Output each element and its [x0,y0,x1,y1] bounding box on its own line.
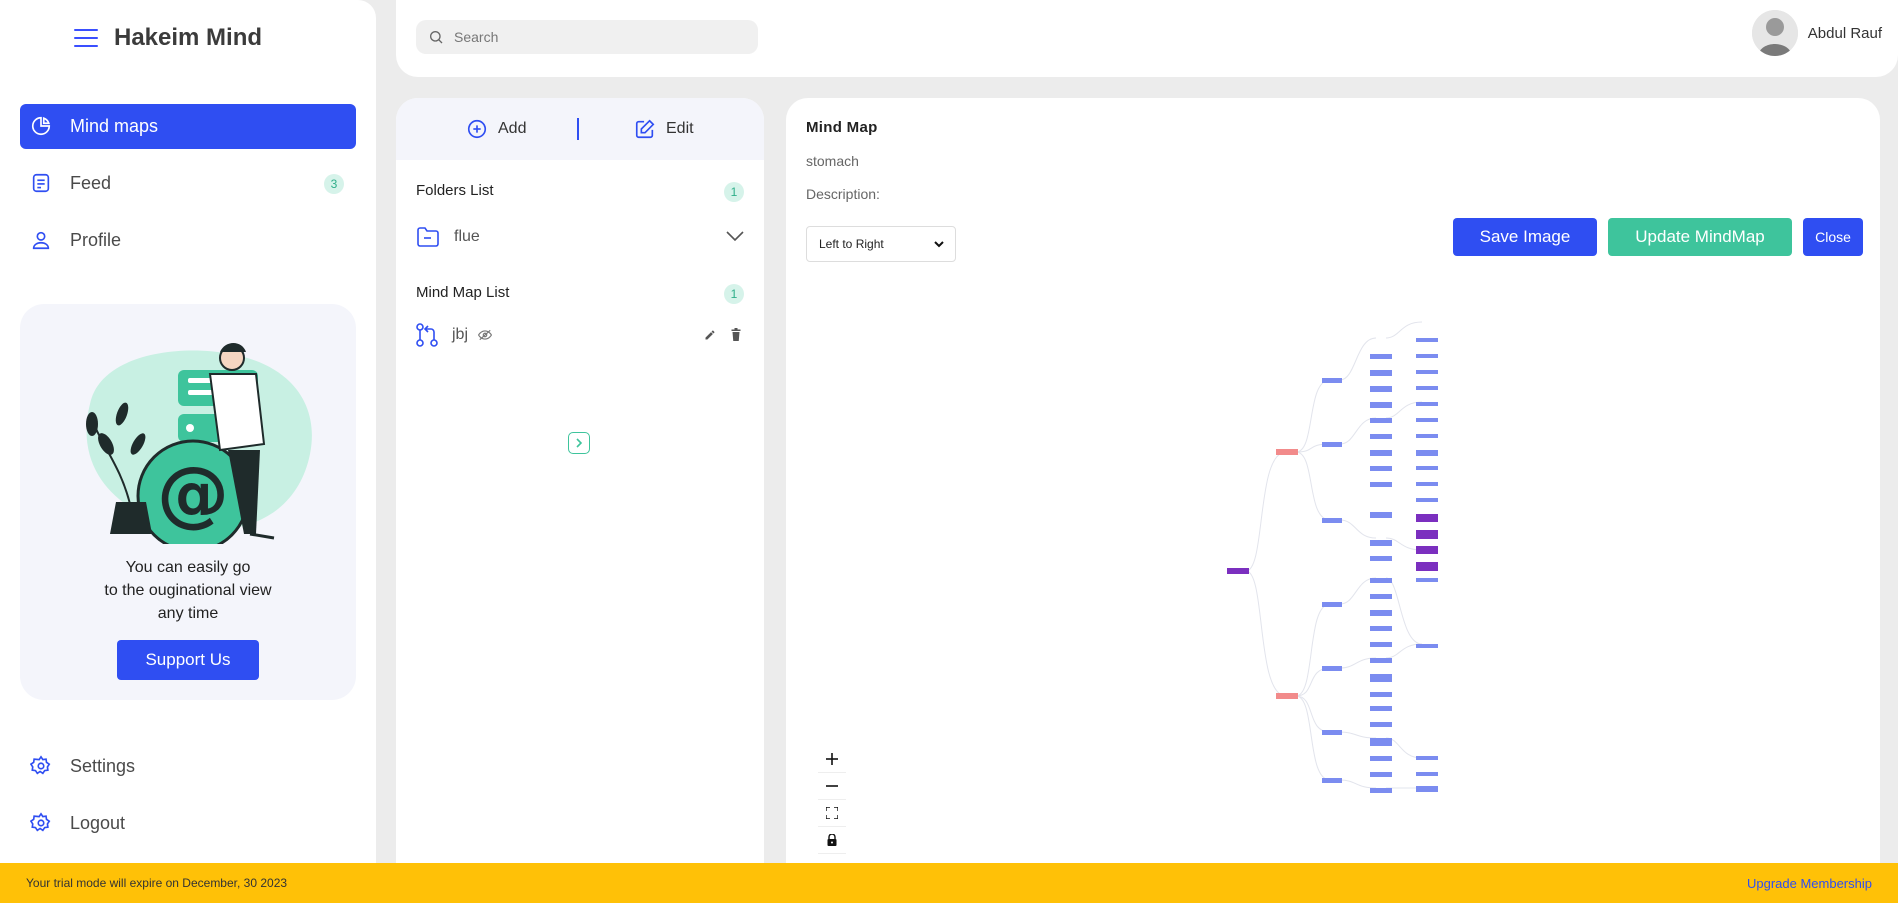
support-illustration-icon: @ [86,343,312,544]
mindmap-branch-node[interactable] [1276,693,1298,699]
user-menu[interactable]: Abdul Rauf [1751,10,1882,56]
upgrade-membership-link[interactable]: Upgrade Membership [1746,875,1872,891]
folders-count: 1 [724,182,744,202]
mindmap-description: Description: [806,186,880,202]
expand-panel-button[interactable] [568,432,590,454]
chevron-down-icon[interactable] [726,230,744,242]
folder-icon [417,227,439,247]
layout-select[interactable]: Left to Right [806,226,956,262]
edit-button[interactable]: Edit [634,118,694,140]
support-us-button[interactable]: Support Us [117,640,259,680]
gear-icon [30,755,51,775]
sidebar-item-label: Settings [70,756,136,776]
fit-view-button[interactable] [818,800,846,827]
menu-icon[interactable] [74,29,98,47]
mindmaps-count: 1 [724,284,744,304]
mindmap-leaf-nodes [1370,338,1438,793]
add-button[interactable]: Add [466,118,526,140]
top-bar: Abdul Rauf [396,0,1898,77]
sidebar-item-logout[interactable]: Logout [20,801,356,846]
mindmap-branch-node[interactable] [1276,449,1298,455]
lock-button[interactable] [818,827,846,854]
mindmap-subject: stomach [806,153,859,169]
mindmap-canvas[interactable] [786,278,1880,878]
zoom-out-button[interactable] [818,773,846,800]
mindmap-title: Mind Map [806,119,878,136]
mindmap-name: jbj [452,326,469,343]
promo-text: You can easily go to the ouginational vi… [20,556,356,625]
panel-toolbar: Add Edit [396,98,764,160]
mindmaps-title: Mind Map List [416,284,510,301]
pencil-icon[interactable] [704,329,716,341]
trial-banner: Your trial mode will expire on December,… [0,863,1898,903]
sidebar-item-label: Profile [70,230,122,250]
lock-icon [827,834,837,846]
folders-title: Folders List [416,182,494,199]
avatar [1751,10,1798,56]
zoom-in-button[interactable] [818,746,846,773]
folders-panel: Add Edit Folders List 1 flue Mind Map Li… [396,98,764,903]
logout-gear-icon [30,812,51,832]
folder-item[interactable]: flue [416,222,744,252]
search-input[interactable] [454,29,744,45]
chevron-right-icon [576,438,583,448]
edit-icon [635,119,655,139]
edit-label: Edit [666,120,694,137]
sidebar-item-settings[interactable]: Settings [20,744,356,789]
search-icon [430,31,443,44]
sidebar-item-mind-maps[interactable]: Mind maps [20,104,356,149]
mindmap-node[interactable] [1322,518,1342,523]
mindmap-root-node[interactable] [1227,568,1249,574]
svg-text:@: @ [157,451,229,535]
feed-badge: 3 [324,174,344,194]
promo-card: @ You can easily go to the ouginational … [20,304,356,700]
git-pull-request-icon [416,323,438,347]
mindmap-highlight-nodes [1416,514,1438,571]
search-box [416,20,758,54]
sidebar-item-feed[interactable]: Feed 3 [20,161,356,206]
mindmap-links [1245,321,1423,789]
user-avatar-icon [1751,10,1798,56]
chevron-down-icon [934,241,944,248]
trash-icon[interactable] [730,328,742,341]
close-button[interactable]: Close [1803,218,1863,256]
zoom-controls [818,746,846,854]
mindmap-node[interactable] [1322,442,1342,447]
brand: Hakeim Mind [74,24,262,52]
folder-name: flue [454,228,480,245]
sidebar-item-label: Logout [70,813,126,833]
mindmap-nodes [1227,338,1438,793]
mindmap-node[interactable] [1322,602,1342,607]
sidebar-item-label: Mind maps [70,116,159,136]
mindmap-node[interactable] [1322,730,1342,735]
promo-line: any time [157,605,219,622]
save-image-button[interactable]: Save Image [1453,218,1597,256]
mindmap-card: Mind Map stomach Description: Left to Ri… [786,98,1880,903]
mindmap-node[interactable] [1322,778,1342,783]
toolbar-divider [577,118,579,140]
sidebar: Hakeim Mind Mind maps Feed 3 Profile @ [0,0,376,903]
promo-line: to the ouginational view [104,582,272,599]
sidebar-item-profile[interactable]: Profile [20,218,356,263]
update-mindmap-button[interactable]: Update MindMap [1608,218,1792,256]
document-icon [32,173,50,193]
plus-icon [826,753,838,765]
minus-icon [826,785,838,787]
mindmap-node[interactable] [1322,666,1342,671]
eye-off-icon[interactable] [478,329,493,341]
promo-line: You can easily go [125,559,251,576]
user-icon [32,231,50,250]
trial-message: Your trial mode will expire on December,… [26,876,288,890]
user-name: Abdul Rauf [1807,24,1882,42]
app-title: Hakeim Mind [114,24,263,51]
add-label: Add [498,120,527,137]
pie-chart-icon [31,116,51,136]
fullscreen-icon [826,807,838,819]
plus-circle-icon [467,119,487,139]
mindmap-node[interactable] [1322,378,1342,383]
layout-value: Left to Right [819,237,884,251]
sidebar-item-label: Feed [70,173,112,193]
mindmap-item[interactable]: jbj [416,320,744,350]
